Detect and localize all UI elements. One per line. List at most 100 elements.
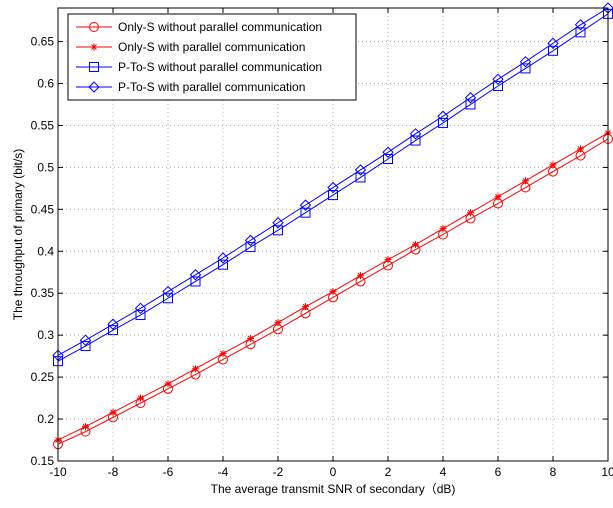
data-point <box>137 394 144 402</box>
data-point <box>574 19 587 31</box>
data-point <box>577 145 584 153</box>
data-point <box>467 209 474 217</box>
y-tick-label: 0.5 <box>37 160 54 174</box>
data-point <box>328 190 338 201</box>
y-tick-label: 0.2 <box>37 412 54 426</box>
y-tick-label: 0.6 <box>37 77 54 91</box>
data-point <box>384 256 392 264</box>
y-tick-label: 0.4 <box>37 244 54 258</box>
data-point <box>135 310 146 321</box>
x-tick-label: 0 <box>330 465 337 479</box>
data-point <box>109 408 117 416</box>
y-tick-label: 0.35 <box>31 286 55 300</box>
data-point <box>465 99 476 110</box>
data-point <box>327 181 339 194</box>
x-tick-label: 10 <box>601 465 613 479</box>
data-point <box>217 252 229 264</box>
data-point <box>163 293 173 304</box>
data-point <box>245 242 256 253</box>
data-point <box>354 164 367 176</box>
legend-marker <box>89 62 99 72</box>
data-point <box>302 303 309 311</box>
x-tick-label: -8 <box>108 465 119 479</box>
x-tick-label: 2 <box>385 465 392 479</box>
legend-label: Only-S without parallel communication <box>118 20 322 34</box>
data-point <box>547 37 559 49</box>
data-point <box>493 81 503 92</box>
legend: Only-S without parallel communication Onl… <box>67 13 357 101</box>
x-tick-label: 4 <box>440 465 447 479</box>
x-tick-label: -6 <box>163 465 174 479</box>
legend-item: P-To-S with parallel communication <box>76 80 305 94</box>
y-tick-label: 0.15 <box>31 454 55 468</box>
legend-label: P-To-S without parallel communication <box>118 60 322 74</box>
data-point <box>244 234 257 247</box>
data-point <box>247 335 254 343</box>
data-point <box>575 27 586 38</box>
data-point <box>272 217 284 229</box>
data-point <box>79 334 92 346</box>
data-point <box>189 269 202 281</box>
data-point <box>134 302 147 315</box>
y-tick-label: 0.45 <box>31 202 55 216</box>
data-point <box>522 177 529 185</box>
data-point <box>108 325 118 336</box>
data-point <box>329 288 337 296</box>
data-point <box>548 45 558 56</box>
data-point <box>519 55 532 68</box>
data-point <box>549 161 557 169</box>
data-point <box>437 110 449 122</box>
series-layer <box>52 2 613 450</box>
data-point <box>438 117 448 128</box>
legend-marker <box>89 22 99 32</box>
data-point <box>439 225 447 233</box>
x-tick-label: -2 <box>273 465 284 479</box>
x-tick-label: 8 <box>550 465 557 479</box>
data-point <box>190 276 201 287</box>
x-tick-label: 6 <box>495 465 502 479</box>
data-point <box>107 318 119 330</box>
series-3 <box>53 8 613 367</box>
data-point <box>273 225 283 236</box>
data-point <box>492 73 504 86</box>
data-point <box>520 63 531 74</box>
y-axis-title: The throughput of primary (bit/s) <box>11 149 25 320</box>
data-point <box>409 128 422 140</box>
ticks: -10 -8 -6 -4 -2 0 2 4 6 8 10 0.15 0.2 0.25 0.3 0.35 0.4 0… <box>31 8 613 479</box>
data-point <box>410 135 421 146</box>
x-tick-label: -10 <box>49 465 67 479</box>
legend-item: Only-S with parallel communication <box>76 40 305 54</box>
series-line <box>57 13 609 362</box>
y-tick-label: 0.25 <box>31 370 55 384</box>
data-point <box>82 423 89 431</box>
legend-marker <box>90 43 98 51</box>
data-point <box>464 92 477 104</box>
data-point <box>300 207 311 218</box>
data-point <box>382 146 394 158</box>
data-point <box>80 341 91 352</box>
data-point <box>412 241 419 249</box>
data-point <box>218 259 228 270</box>
data-point <box>383 154 393 164</box>
data-point <box>274 319 282 327</box>
data-point <box>299 199 312 211</box>
series-line <box>57 7 609 356</box>
data-point <box>192 365 199 373</box>
x-tick-label: -4 <box>218 465 229 479</box>
legend-label: P-To-S with parallel communication <box>118 80 305 94</box>
series-4 <box>52 2 613 362</box>
series-line <box>57 138 609 445</box>
data-point <box>162 285 174 298</box>
y-tick-label: 0.55 <box>31 118 55 132</box>
legend-label: Only-S with parallel communication <box>118 40 305 54</box>
data-point <box>219 350 227 358</box>
legend-marker <box>88 81 100 93</box>
data-point <box>164 380 172 388</box>
y-tick-label: 0.65 <box>31 35 55 49</box>
data-point <box>494 193 502 201</box>
legend-item: Only-S without parallel communication <box>76 20 322 34</box>
y-tick-label: 0.3 <box>37 328 54 342</box>
legend-box <box>67 13 357 101</box>
data-point <box>357 272 364 280</box>
